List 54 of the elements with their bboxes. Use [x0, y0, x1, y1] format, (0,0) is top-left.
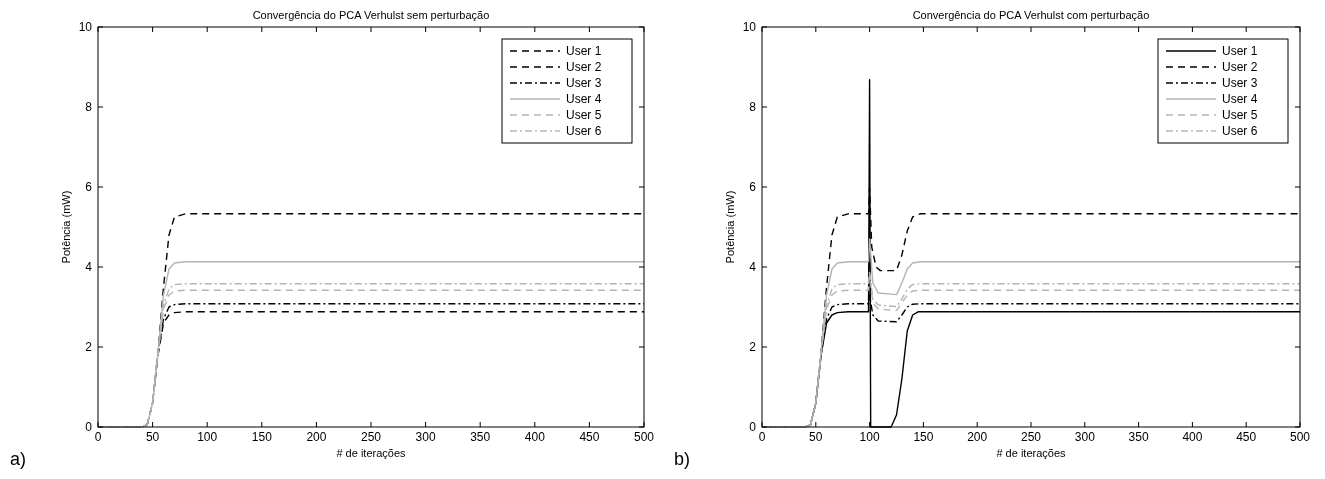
y-tick-label: 2 [85, 340, 93, 354]
x-tick-label: 400 [1182, 430, 1203, 444]
y-tick-label: 6 [749, 180, 757, 194]
legend-label: User 6 [566, 124, 602, 138]
text: b) [674, 449, 691, 469]
chart-title: Convergência do PCA Verhulst com perturbação [912, 9, 1150, 21]
x-tick-label: 250 [1020, 430, 1042, 444]
x-tick-label: 300 [415, 430, 436, 444]
x-tick-label: 400 [524, 430, 546, 444]
x-tick-label: 350 [470, 430, 491, 444]
x-tick-label: 150 [251, 430, 273, 444]
y-tick-label: 10 [742, 20, 757, 34]
x-tick-label: 450 [579, 430, 600, 444]
legend-label: User 2 [1222, 60, 1258, 74]
legend-label: User 5 [1222, 108, 1258, 122]
x-tick-label: 450 [1236, 430, 1257, 444]
x-tick-label: 250 [360, 430, 382, 444]
x-tick-label: 500 [1289, 430, 1311, 444]
x-tick-label: 100 [197, 430, 218, 444]
y-tick-label: 6 [85, 180, 93, 194]
x-tick-label: 350 [1128, 430, 1149, 444]
legend-label: User 5 [566, 108, 602, 122]
x-tick-label: 0 [758, 430, 766, 444]
x-tick-label: 50 [809, 430, 823, 444]
x-tick-label: 150 [913, 430, 934, 444]
x-tick-label: 200 [306, 430, 327, 444]
legend-label: User 3 [1222, 76, 1258, 90]
y-tick-label: 0 [749, 420, 757, 434]
legend-label: User 1 [1222, 44, 1258, 58]
y-tick-label: 2 [749, 340, 757, 354]
y-tick-label: 0 [85, 420, 93, 434]
legend-label: User 1 [566, 44, 602, 58]
text: a) [10, 449, 27, 469]
chart-title: Convergência do PCA Verhulst sem perturbação [252, 9, 490, 21]
legend-label: User 4 [1222, 92, 1258, 106]
legend-label: User 4 [566, 92, 602, 106]
y-tick-label: 10 [78, 20, 93, 34]
x-tick-label: 100 [859, 430, 880, 444]
y-tick-label: 8 [85, 100, 93, 114]
y-axis-title: Potência (mW) [724, 190, 736, 264]
x-axis-title: # de iterações [336, 447, 407, 459]
x-axis-title: # de iterações [996, 447, 1067, 459]
legend-label: User 2 [566, 60, 602, 74]
y-tick-label: 4 [749, 260, 757, 274]
legend-label: User 6 [1222, 124, 1258, 138]
x-tick-label: 0 [94, 430, 102, 444]
x-tick-label: 50 [145, 430, 160, 444]
y-tick-label: 8 [749, 100, 757, 114]
x-tick-label: 200 [967, 430, 988, 444]
x-tick-label: 500 [633, 430, 655, 444]
legend-label: User 3 [566, 76, 602, 90]
y-axis-title: Potência (mW) [60, 190, 72, 264]
y-tick-label: 4 [85, 260, 93, 274]
x-tick-label: 300 [1074, 430, 1096, 444]
